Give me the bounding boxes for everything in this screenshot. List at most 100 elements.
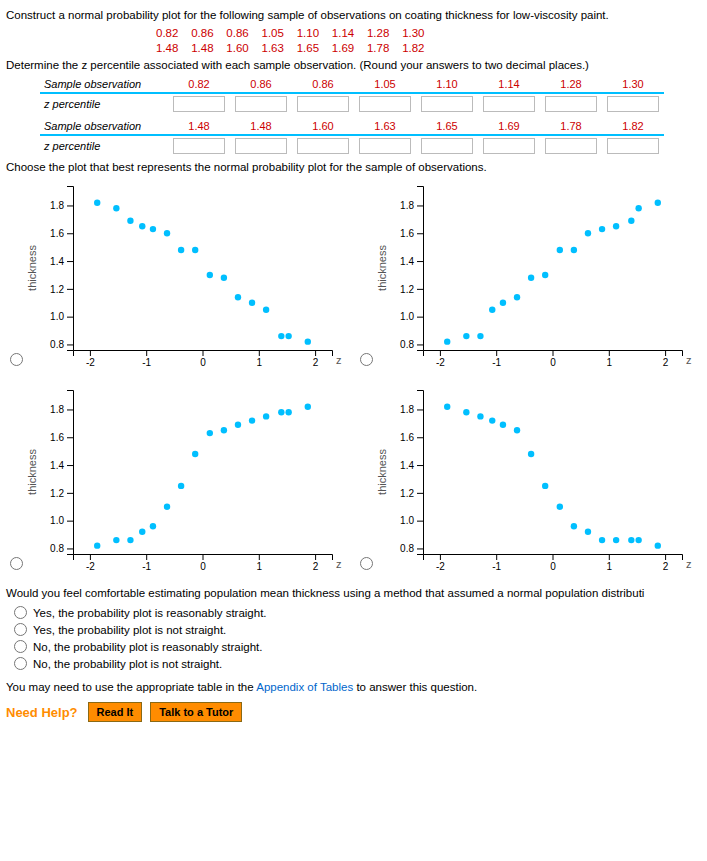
plot-radio[interactable] — [360, 353, 373, 366]
tick-label: 1.2 — [400, 284, 414, 295]
tick: 1.0 — [50, 311, 73, 322]
tick-mark — [417, 317, 423, 318]
tick-label: 2 — [313, 357, 319, 368]
points — [94, 199, 311, 344]
z-cell — [354, 93, 416, 114]
tick-mark — [67, 465, 73, 466]
point — [113, 205, 119, 211]
z-input[interactable] — [173, 138, 225, 154]
z-input[interactable] — [297, 96, 349, 112]
scatter-chart: -2-10120.81.01.21.41.61.8zthickness — [25, 382, 350, 582]
point — [263, 306, 269, 312]
z-input[interactable] — [173, 96, 225, 112]
axis-title: z — [686, 354, 692, 366]
tick-mark — [67, 205, 73, 206]
z-input[interactable] — [607, 138, 659, 154]
z-input[interactable] — [359, 96, 411, 112]
z-input[interactable] — [483, 96, 535, 112]
point — [542, 483, 548, 489]
point — [585, 529, 591, 535]
tick-mark — [90, 350, 91, 356]
help-button[interactable]: Read It — [88, 702, 143, 722]
z-input[interactable] — [235, 96, 287, 112]
tick-mark — [203, 554, 204, 560]
y-axis: 0.81.01.21.41.61.8 — [50, 391, 73, 555]
appendix-text: You may need to use the appropriate tabl… — [6, 681, 256, 693]
point — [514, 427, 520, 433]
option-radio[interactable] — [14, 657, 27, 670]
plot-radio[interactable] — [360, 557, 373, 570]
tick-mark — [417, 205, 423, 206]
z-input[interactable] — [545, 96, 597, 112]
tick: 1.8 — [400, 404, 423, 415]
tick-mark — [67, 233, 73, 234]
point — [613, 537, 619, 543]
observation: 1.48 — [168, 118, 230, 135]
tick: 1.4 — [50, 460, 73, 471]
tick-mark — [417, 465, 423, 466]
data-row: 0.82 0.86 0.86 1.05 1.10 1.14 1.28 1.30 — [156, 26, 701, 41]
tick: 0 — [200, 350, 206, 368]
option-radio[interactable] — [14, 640, 27, 653]
point — [113, 537, 119, 543]
point — [278, 333, 284, 339]
tick-mark — [417, 233, 423, 234]
tick-label: -1 — [142, 561, 151, 572]
point — [635, 205, 641, 211]
tick: 1.4 — [400, 460, 423, 471]
help-button[interactable]: Talk to a Tutor — [150, 702, 242, 722]
appendix-link[interactable]: Appendix of Tables — [256, 681, 353, 693]
z-input[interactable] — [359, 138, 411, 154]
tick: 0 — [550, 350, 556, 368]
observation-row: Sample observation1.481.481.601.631.651.… — [40, 118, 664, 135]
point — [557, 504, 563, 510]
tick: -1 — [142, 350, 151, 368]
appendix-text: to answer this question. — [353, 681, 477, 693]
tick: 1.6 — [50, 228, 73, 239]
point — [613, 223, 619, 229]
z-input[interactable] — [421, 138, 473, 154]
plot-radio[interactable] — [10, 353, 23, 366]
scatter-chart: -2-10120.81.01.21.41.61.8zthickness — [25, 178, 350, 378]
z-cell — [292, 93, 354, 114]
tick-mark — [417, 289, 423, 290]
z-input[interactable] — [421, 96, 473, 112]
axis-title: z — [686, 558, 692, 570]
z-cell — [168, 135, 230, 156]
tick-label: 1.2 — [400, 488, 414, 499]
point — [628, 218, 634, 224]
plot-cell: -2-10120.81.01.21.41.61.8zthickness — [6, 382, 356, 582]
tick: 1.6 — [50, 432, 73, 443]
tick: 1.2 — [50, 488, 73, 499]
tick: 1.0 — [400, 515, 423, 526]
point — [571, 523, 577, 529]
tick: 1.2 — [400, 488, 423, 499]
tick-mark — [417, 437, 423, 438]
points — [94, 403, 311, 548]
z-input[interactable] — [607, 96, 659, 112]
option-radio[interactable] — [14, 623, 27, 636]
z-input[interactable] — [235, 138, 287, 154]
tick-mark — [203, 350, 204, 356]
tick: 1.8 — [50, 404, 73, 415]
z-cell — [354, 135, 416, 156]
row-label: Sample observation — [40, 76, 168, 93]
tick-label: 0 — [200, 357, 206, 368]
plot-radio[interactable] — [10, 557, 23, 570]
point — [489, 417, 495, 423]
tick-label: 0 — [550, 357, 556, 368]
option-radio[interactable] — [14, 606, 27, 619]
observation: 1.48 — [230, 118, 292, 135]
z-input[interactable] — [297, 138, 349, 154]
option-text: Yes, the probability plot is reasonably … — [33, 605, 267, 621]
tick: 0 — [200, 554, 206, 572]
tick-label: -1 — [492, 561, 501, 572]
option: Yes, the probability plot is reasonably … — [12, 604, 701, 621]
tick: 2 — [663, 554, 669, 572]
z-input[interactable] — [483, 138, 535, 154]
z-input[interactable] — [545, 138, 597, 154]
point — [500, 422, 506, 428]
tick-label: 0 — [200, 561, 206, 572]
tick: -2 — [436, 554, 445, 572]
tick: 2 — [313, 350, 319, 368]
